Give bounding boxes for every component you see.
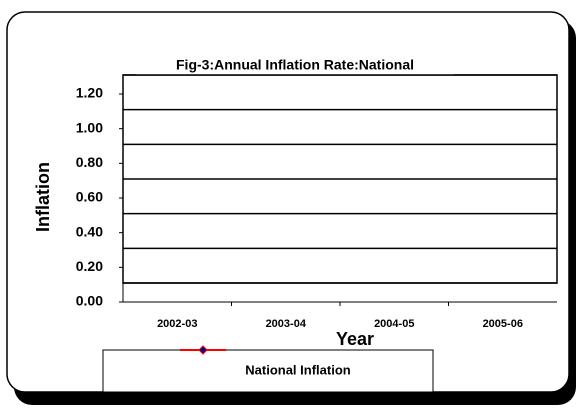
y-tick-label: 0.20 xyxy=(76,258,103,274)
x-axis-title: Year xyxy=(336,329,374,349)
y-tick-label: 0.40 xyxy=(76,223,103,239)
y-axis-title: Inflation xyxy=(33,162,53,232)
y-tick-label: 1.00 xyxy=(76,119,103,135)
x-tick-label: 2005-06 xyxy=(483,318,523,330)
x-tick-label: 2003-04 xyxy=(266,318,307,330)
y-tick-label: 0.00 xyxy=(76,293,103,309)
legend xyxy=(102,349,434,393)
y-tick-label: 1.20 xyxy=(76,85,103,101)
y-tick-label: 0.80 xyxy=(76,154,103,170)
chart-title: Fig-3:Annual Inflation Rate:National xyxy=(176,57,414,73)
legend-label: National Inflation xyxy=(245,362,351,377)
y-tick-label: 0.60 xyxy=(76,189,103,205)
x-tick-label: 2002-03 xyxy=(157,318,197,330)
legend-marker xyxy=(198,345,208,355)
title-bg xyxy=(136,57,454,75)
x-tick-label: 2004-05 xyxy=(374,318,414,330)
